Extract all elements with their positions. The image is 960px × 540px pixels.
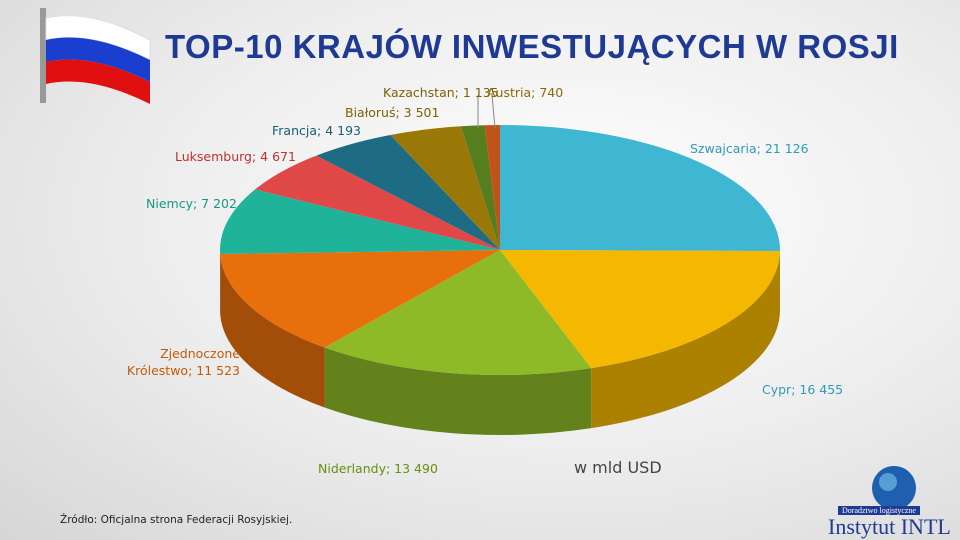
slice-side	[324, 347, 592, 435]
data-label: Zjednoczone Królestwo; 11 523	[126, 346, 240, 378]
slice	[500, 250, 780, 369]
slice	[390, 126, 500, 250]
logo-tagline: Doradztwo logistyczne	[838, 506, 920, 515]
source: Źródło: Oficjalna strona Federacji Rosyj…	[60, 514, 293, 526]
data-label: Austria; 740	[487, 85, 564, 100]
slice	[255, 155, 500, 250]
data-label: Niderlandy; 13 490	[318, 461, 438, 476]
chart-title: TOP-10 KRAJÓW INWESTUJĄCYCH W ROSJI	[165, 28, 899, 65]
data-label: Francja; 4 193	[272, 123, 361, 138]
slice-side	[220, 254, 325, 408]
unit-note: w mld USD	[574, 458, 662, 477]
leader-line	[491, 94, 496, 129]
flag	[40, 8, 151, 104]
data-label: Cypr; 16 455	[762, 382, 844, 397]
slice	[500, 125, 780, 252]
slice	[316, 134, 500, 250]
data-label: Szwajcaria; 21 126	[690, 141, 809, 156]
logo-globe	[872, 466, 916, 510]
slice	[484, 125, 500, 250]
data-label: Kazachstan; 1 135	[383, 85, 499, 100]
slice	[220, 189, 501, 255]
data-label: Białoruś; 3 501	[345, 105, 440, 120]
slice	[220, 250, 500, 348]
slice	[460, 125, 500, 250]
slice-side	[591, 251, 780, 429]
data-label: Niemcy; 7 202	[146, 196, 237, 211]
logo-name: Instytut INTL	[828, 514, 951, 539]
slice	[324, 250, 592, 375]
data-label: Luksemburg; 4 671	[175, 149, 296, 164]
